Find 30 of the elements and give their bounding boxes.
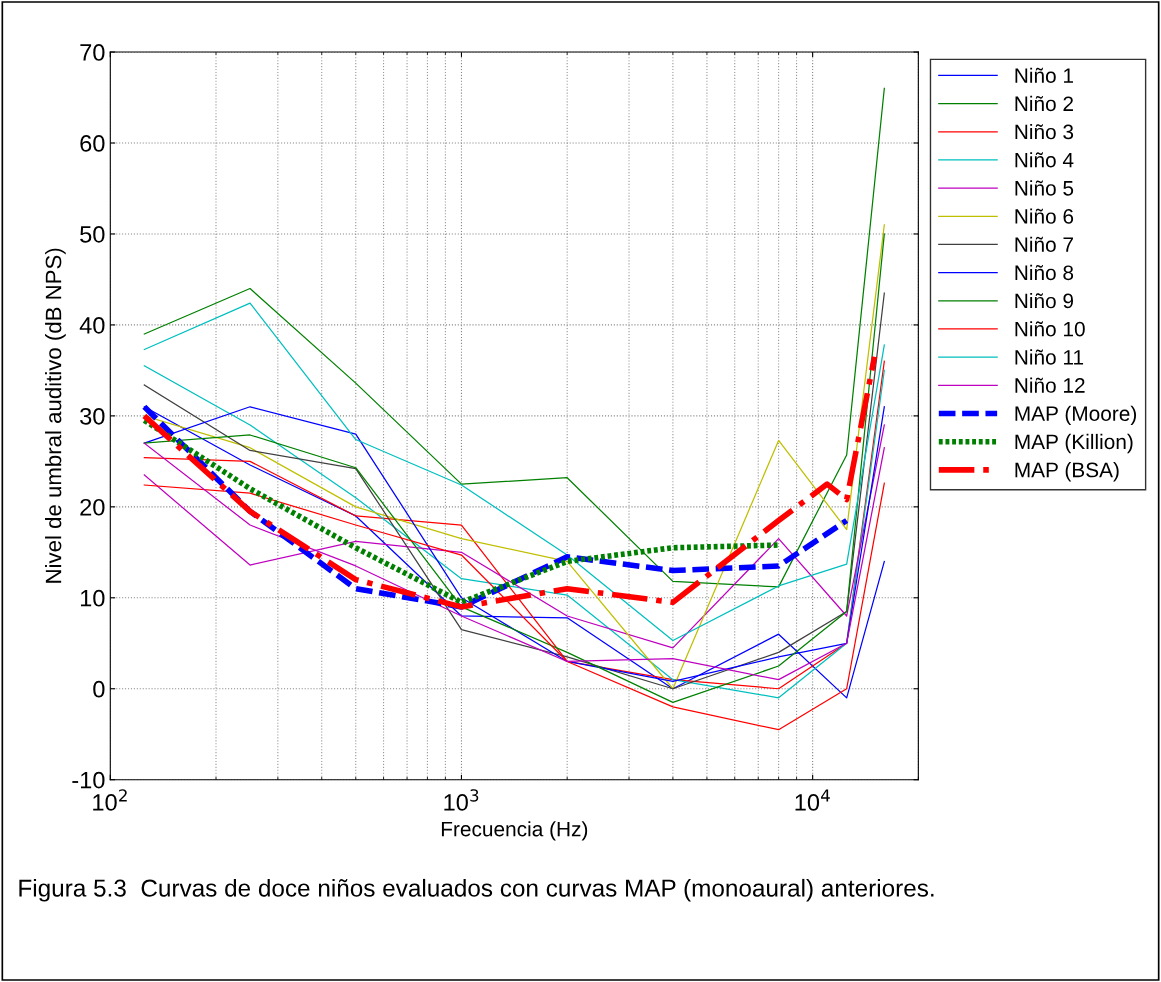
x-axis-title: Frecuencia (Hz) [441, 821, 588, 841]
legend-label: MAP (Killion) [1015, 433, 1133, 454]
y-tick-label: 70 [80, 44, 105, 61]
x-tick-label: 10$^{4}$ [795, 789, 830, 811]
x-tick-label: 10$^{2}$ [93, 789, 127, 811]
legend-label: MAP (Moore) [1015, 405, 1137, 426]
text: Figura 5.3 Curvas de doce niños evaluados con curvas MAP (monoaural) anteriores. [19, 878, 934, 902]
x-tick-label: 10$^{3}$ [444, 789, 479, 811]
y-tick-label: 20 [80, 498, 105, 516]
y-tick-label: 60 [80, 135, 105, 152]
legend-label: MAP (BSA) [1015, 462, 1119, 482]
y-tick-label: 10 [80, 589, 105, 607]
legend-label: Niño 9 [1015, 293, 1074, 309]
legend-label: Niño 4 [1015, 152, 1074, 168]
legend-label: Niño 3 [1015, 124, 1074, 140]
legend-label: Niño 1 [1015, 67, 1074, 83]
legend-label: Niño 6 [1015, 208, 1074, 224]
legend-label: Niño 11 [1015, 349, 1084, 365]
y-tick-label: -10 [72, 771, 105, 789]
legend-label: Niño 5 [1015, 180, 1074, 196]
legend-label: Niño 10 [1015, 321, 1085, 337]
legend-label: Niño 2 [1015, 95, 1073, 112]
y-tick-label: 0 [93, 680, 105, 698]
y-tick-label: 30 [80, 407, 105, 425]
y-tick-label: 40 [79, 316, 105, 334]
y-tick-label: 50 [80, 226, 105, 243]
y-axis-title: Nivel de umbral auditivo (dB NPS) [45, 248, 66, 583]
legend-label: Niño 8 [1015, 264, 1074, 281]
legend-label: Niño 7 [1015, 236, 1073, 252]
legend-label: Niño 12 [1015, 377, 1085, 393]
